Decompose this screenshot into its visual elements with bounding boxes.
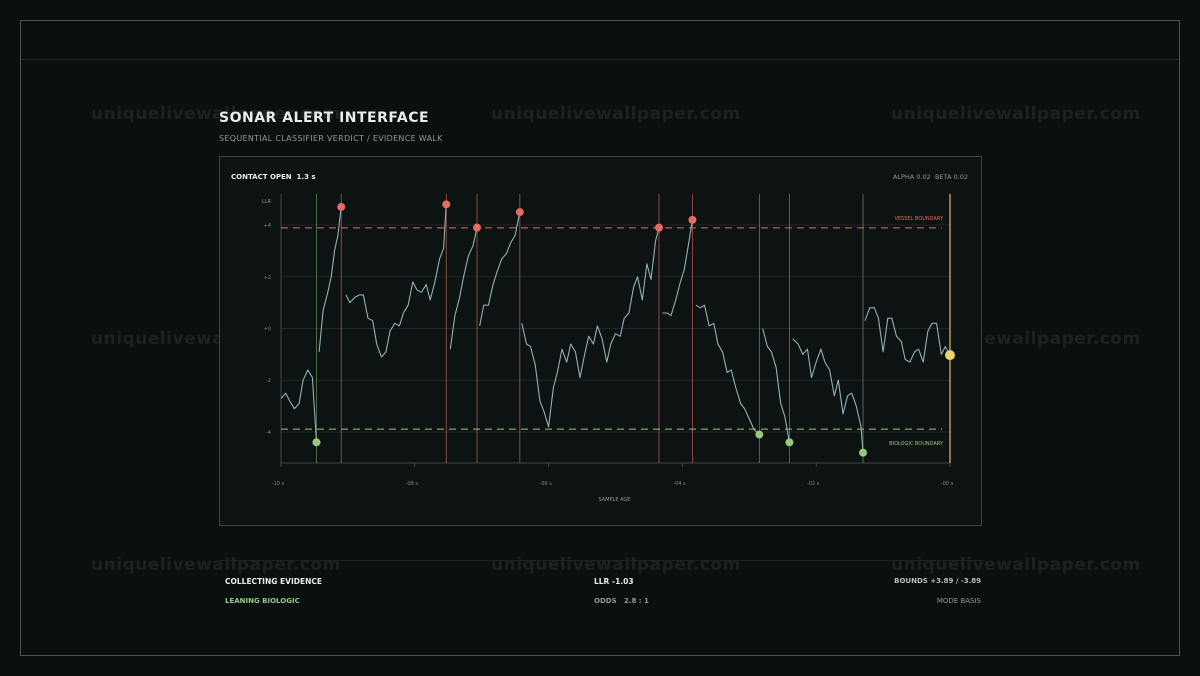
outer-frame	[20, 20, 1180, 656]
threshold-label: VESSEL BOUNDARY	[894, 216, 943, 222]
biologic-decision-point	[312, 438, 321, 447]
y-tick-label: +4	[264, 223, 271, 229]
y-tick-label: +2	[264, 275, 271, 281]
llr-trace	[479, 211, 521, 327]
page-title: SONAR ALERT INTERFACE	[219, 110, 430, 126]
contact-value: 1.3 s	[296, 173, 316, 181]
mode-readout: MODE BASIS	[937, 597, 981, 605]
alpha-label: ALPHA	[892, 173, 915, 181]
watermark: uniquelivewallpaper.com	[91, 104, 341, 124]
llr-trace	[762, 328, 790, 443]
llr-trace	[662, 219, 693, 317]
odds-value: 2.8 : 1	[623, 597, 649, 605]
contact-status: CONTACT OPEN 1.3 s	[231, 173, 316, 181]
y-tick-label: -2	[266, 378, 271, 384]
vessel-decision-point	[442, 200, 451, 209]
llr-trace	[449, 227, 478, 350]
llr-trace	[792, 338, 864, 453]
watermark: uniquelivewallpaper.com	[491, 104, 741, 124]
bounds-readout: BOUNDS +3.89 / -3.89	[894, 577, 981, 585]
llr-trace	[695, 304, 760, 435]
beta-label: BETA	[934, 173, 952, 181]
x-tick-label: -06 s	[539, 481, 552, 487]
y-axis-label: LLR	[262, 199, 272, 205]
biologic-decision-point	[785, 438, 794, 447]
alpha-value: 0.02	[916, 173, 931, 181]
llr-trace	[521, 227, 660, 428]
mode-label: MODE	[936, 597, 959, 605]
bounds-value: +3.89 / -3.89	[930, 577, 981, 585]
watermark: uniquelivewallpaper.com	[891, 104, 1141, 124]
x-tick-label: -00 s	[941, 481, 954, 487]
biologic-decision-point	[755, 430, 764, 439]
current-llr-point	[945, 350, 955, 361]
vessel-decision-point	[515, 208, 524, 217]
header-rule	[21, 59, 1179, 60]
vessel-decision-point	[688, 215, 697, 224]
llr-label: LLR	[594, 577, 610, 586]
llr-readout: LLR -1.03	[594, 577, 634, 586]
x-tick-label: -04 s	[673, 481, 686, 487]
y-tick-label: +0	[264, 327, 271, 333]
x-tick-label: -08 s	[406, 481, 419, 487]
llr-trace	[318, 206, 342, 352]
llr-trace	[345, 204, 447, 358]
leaning-indicator: LEANING BIOLOGIC	[225, 597, 300, 605]
vessel-decision-point	[337, 202, 346, 211]
contact-label: CONTACT OPEN	[231, 173, 292, 181]
threshold-label: BIOLOGIC BOUNDARY	[889, 441, 944, 447]
collection-state: COLLECTING EVIDENCE	[225, 577, 322, 586]
chart-panel	[219, 156, 982, 526]
y-tick-label: -4	[266, 430, 271, 436]
biologic-decision-point	[859, 448, 868, 457]
error-rates: ALPHA 0.02 BETA 0.02	[893, 173, 968, 181]
mode-value: BASIS	[960, 597, 981, 605]
beta-value: 0.02	[953, 173, 968, 181]
vessel-decision-point	[473, 223, 482, 232]
llr-trace	[864, 307, 951, 363]
x-tick-label: -10 s	[272, 481, 285, 487]
bounds-label: BOUNDS	[894, 577, 928, 585]
odds-label: ODDS	[594, 597, 617, 605]
llr-trace	[280, 369, 318, 443]
page-subtitle: SEQUENTIAL CLASSIFIER VERDICT / EVIDENCE…	[219, 134, 443, 143]
footer-rule	[219, 560, 982, 561]
x-axis-label: SAMPLE AGE	[599, 497, 631, 503]
llr-value: -1.03	[611, 577, 634, 586]
x-tick-label: -02 s	[807, 481, 820, 487]
vessel-decision-point	[654, 223, 663, 232]
odds-readout: ODDS 2.8 : 1	[594, 597, 649, 605]
